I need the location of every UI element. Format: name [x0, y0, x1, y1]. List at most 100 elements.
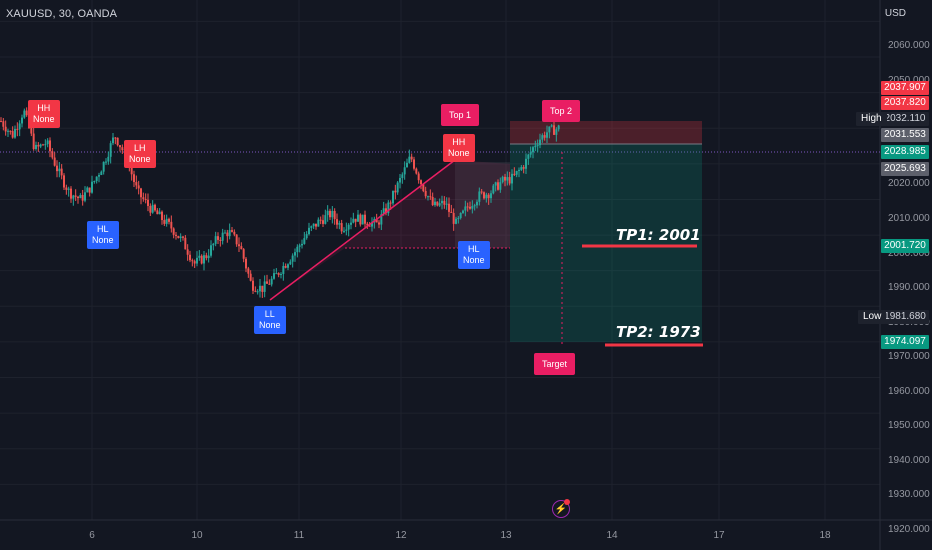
candle [245, 258, 247, 269]
candle [72, 195, 75, 199]
price-tag-tp1: 2001.720 [881, 239, 929, 253]
candle [389, 202, 392, 204]
swing-label-lh[interactable]: LH None [124, 140, 156, 168]
candle [305, 234, 308, 239]
candle [2, 121, 5, 127]
candle [478, 191, 481, 202]
candle [548, 126, 551, 133]
candle [49, 140, 51, 152]
time-tick: 14 [606, 530, 618, 541]
price-tick: 1940.000 [888, 455, 930, 466]
candle [119, 145, 121, 148]
candle [130, 166, 133, 175]
candle [151, 204, 154, 213]
swing-label-hh[interactable]: HH None [28, 100, 60, 128]
candle [53, 157, 56, 166]
candle [56, 165, 58, 172]
candle [4, 126, 7, 132]
candle [193, 261, 196, 264]
candle [140, 188, 142, 198]
candle [420, 180, 422, 185]
candle [182, 236, 184, 238]
candle [228, 230, 231, 237]
candle [282, 265, 285, 274]
candle [406, 162, 408, 168]
price-tick: 1920.000 [888, 524, 930, 535]
swing-label-hl-2[interactable]: HL None [458, 241, 490, 269]
candle [205, 255, 208, 259]
candle [200, 255, 203, 264]
price-tick: 2020.000 [888, 178, 930, 189]
candle [7, 130, 9, 132]
tp2-label[interactable]: TP2: 1973 [616, 323, 701, 341]
candle [175, 234, 177, 236]
price-tick: 1970.000 [888, 351, 930, 362]
candle [532, 147, 534, 153]
candle [275, 273, 278, 275]
swing-label-hl[interactable]: HL None [87, 221, 119, 249]
swing-label-ll[interactable]: LL None [254, 306, 286, 334]
candle [135, 182, 138, 186]
candle [380, 214, 383, 225]
candle [114, 137, 117, 139]
candle [345, 229, 348, 231]
target-label[interactable]: Target [534, 353, 576, 375]
currency-label: USD [884, 8, 906, 19]
candle [100, 171, 103, 176]
candle [254, 290, 257, 292]
top1-label[interactable]: Top 1 [441, 104, 480, 126]
candle [359, 214, 362, 225]
candle [497, 182, 499, 190]
candle [0, 121, 2, 123]
swing-label-hh-2[interactable]: HH None [443, 134, 475, 162]
candle [268, 283, 271, 285]
candle [508, 177, 511, 184]
symbol-title[interactable]: XAUUSD, 30, OANDA [6, 8, 118, 20]
candle [42, 144, 44, 146]
candle [14, 128, 16, 138]
tp1-label[interactable]: TP1: 2001 [616, 226, 701, 244]
candle [494, 182, 497, 186]
price-tag-last: 2028.985 [881, 145, 929, 159]
trend-line [269, 159, 456, 301]
candle [483, 192, 485, 199]
lightning-icon[interactable]: ⚡ [552, 500, 570, 518]
candle [387, 202, 390, 214]
candle [371, 222, 373, 227]
candle [347, 224, 350, 230]
candle [98, 175, 100, 177]
candle [184, 237, 187, 250]
candle [266, 281, 268, 284]
candle [86, 187, 89, 193]
candle [315, 223, 317, 227]
candle [518, 169, 520, 171]
candle [352, 218, 355, 223]
notification-dot-icon [564, 499, 570, 505]
candle [105, 161, 107, 163]
candle [333, 210, 336, 220]
candle [51, 151, 54, 158]
candle [350, 222, 352, 225]
candle [324, 215, 327, 224]
candle [109, 143, 112, 157]
candle [434, 201, 436, 206]
candle [9, 130, 12, 132]
candle [501, 176, 504, 183]
price-tag-tp2: 1974.097 [881, 335, 929, 349]
candle [58, 168, 61, 172]
candle [553, 125, 555, 135]
price-tick: 2010.000 [888, 213, 930, 224]
candle [242, 249, 245, 259]
candle [394, 190, 397, 193]
candle [172, 228, 175, 235]
top2-label[interactable]: Top 2 [542, 100, 581, 122]
candle [277, 273, 280, 275]
candle [44, 144, 47, 146]
candle [499, 182, 502, 190]
candle [511, 173, 513, 184]
candle [30, 127, 33, 134]
candle [485, 194, 488, 199]
